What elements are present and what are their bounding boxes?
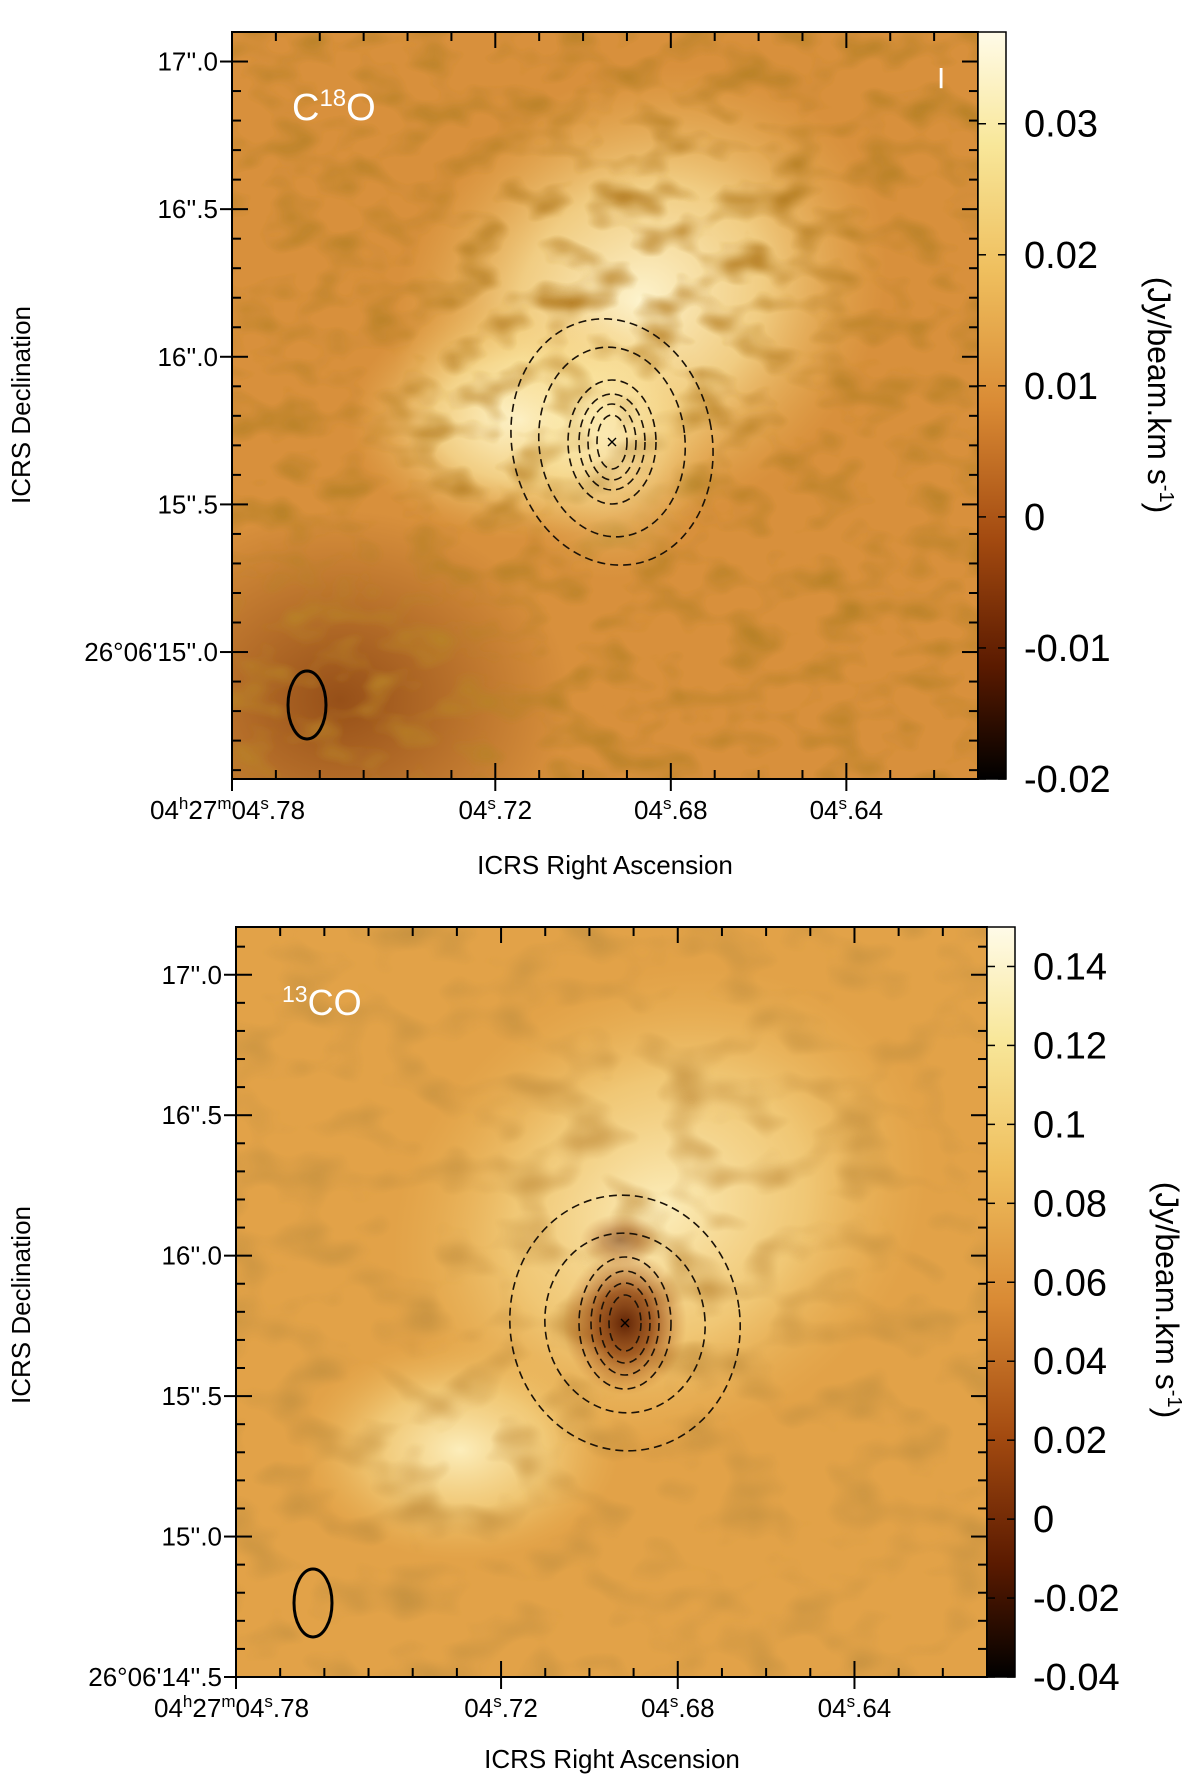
colorbar-tick-label: 0.01 (1024, 366, 1098, 408)
y-tick-label: 16''.0 (161, 1241, 222, 1271)
colorbar-c18o (977, 31, 1007, 780)
contour-level-3 (567, 379, 657, 505)
colorbar-tick-label: -0.02 (1033, 1578, 1120, 1620)
y-tick-label: 26°06'15''.0 (84, 637, 218, 667)
colorbar-tick-label: -0.01 (1024, 628, 1111, 670)
y-tick-label: 15''.5 (157, 489, 218, 519)
colorbar-tick-label: 0.1 (1033, 1104, 1086, 1146)
corner-marker-c18o: I (937, 62, 945, 95)
contour-level-1 (509, 1194, 741, 1452)
contour-level-5 (587, 403, 637, 481)
contour-level-6 (608, 1294, 642, 1352)
colorbar-tick-label: 0.04 (1033, 1341, 1107, 1383)
beam-ellipse (292, 1567, 334, 1639)
y-tick-label: 16''.5 (157, 194, 218, 224)
y-tick-label: 17''.0 (161, 960, 222, 990)
colorbar-ticks-c18o: 0.03 0.02 0.01 0 -0.01 -0.02 (978, 104, 1111, 801)
colorbar-label-c18o: (Jy/beam.km s-1) (1141, 277, 1177, 513)
contour-level-2 (537, 346, 687, 538)
axes-13co: 04h27m04s.78 04s.72 04s.68 04s.64 17''.0 16''… (88, 927, 987, 1723)
y-tick-label: 16''.5 (161, 1100, 222, 1130)
y-tick-label: 17''.0 (157, 47, 218, 77)
xlabel-c18o: ICRS Right Ascension (477, 850, 733, 880)
contour-level-3 (578, 1256, 672, 1390)
ylabel-c18o: ICRS Declination (6, 306, 36, 504)
colorbar-13co (986, 926, 1016, 1678)
heatmap-13co (236, 927, 987, 1677)
ylabel-13co: ICRS Declination (6, 1206, 36, 1404)
contours-c18o (510, 318, 714, 566)
beam-ellipse-13co (292, 1567, 334, 1639)
panel-c18o: I C18O 04h27m04s.78 04s.72 04s.68 04s.64 17'… (6, 31, 1177, 880)
xlabel-13co: ICRS Right Ascension (484, 1744, 740, 1774)
colorbar-ticks-13co: 0.14 0.12 0.1 0.08 0.06 0.04 0.02 0 -0.02 -0.04 (987, 946, 1120, 1699)
x-tick-label: 04s.64 (818, 1692, 892, 1723)
colorbar-tick-label: 0.12 (1033, 1025, 1107, 1067)
colorbar-tick-label: 0.14 (1033, 946, 1107, 988)
colorbar-label-13co: (Jy/beam.km s-1) (1149, 1182, 1185, 1418)
x-tick-label: 04s.68 (634, 794, 708, 825)
panel-label-c18o: C18O (292, 85, 376, 129)
source-center-marker (607, 437, 617, 447)
contour-level-2 (544, 1232, 706, 1414)
contour-level-4 (578, 393, 646, 491)
panel-13co: 13CO 04h27m04s.78 04s.72 04s.68 04s.64 17''.… (6, 926, 1185, 1774)
colorbar-tick-label: 0.02 (1024, 235, 1098, 277)
x-tick-label: 04s.64 (810, 794, 884, 825)
contour-level-1 (510, 318, 714, 566)
colorbar-tick-label: 0.06 (1033, 1262, 1107, 1304)
x-tick-label: 04s.68 (641, 1692, 715, 1723)
x-tick-label: 04s.72 (459, 794, 533, 825)
colorbar-tick-label: -0.04 (1033, 1657, 1120, 1699)
colorbar-tick-label: 0.02 (1033, 1420, 1107, 1462)
colorbar-tick-label: 0.03 (1024, 104, 1098, 146)
y-tick-label: 15''.5 (161, 1381, 222, 1411)
contour-level-4 (590, 1270, 660, 1376)
axes-c18o: 04h27m04s.78 04s.72 04s.68 04s.64 17''.0 16''… (84, 31, 978, 825)
colorbar-tick-label: 0.08 (1033, 1183, 1107, 1225)
beam-ellipse (286, 669, 328, 741)
contours-13co (509, 1194, 741, 1452)
x-tick-label: 04s.72 (464, 1692, 538, 1723)
contour-level-5 (599, 1282, 651, 1364)
colorbar-tick-label: 0 (1033, 1499, 1054, 1541)
y-tick-label: 15''.0 (161, 1522, 222, 1552)
x-tick-label: 04h27m04s.78 (154, 1692, 309, 1723)
x-tick-label: 04h27m04s.78 (150, 794, 305, 825)
y-tick-label: 16''.0 (157, 342, 218, 372)
source-center-marker (620, 1318, 630, 1328)
panel-label-13co: 13CO (282, 981, 362, 1023)
y-tick-label: 26°06'14''.5 (88, 1662, 222, 1692)
colorbar-tick-label: 0 (1024, 497, 1045, 539)
contour-level-6 (596, 414, 628, 470)
colorbar-tick-label: -0.02 (1024, 759, 1111, 801)
beam-ellipse-c18o (286, 669, 328, 741)
